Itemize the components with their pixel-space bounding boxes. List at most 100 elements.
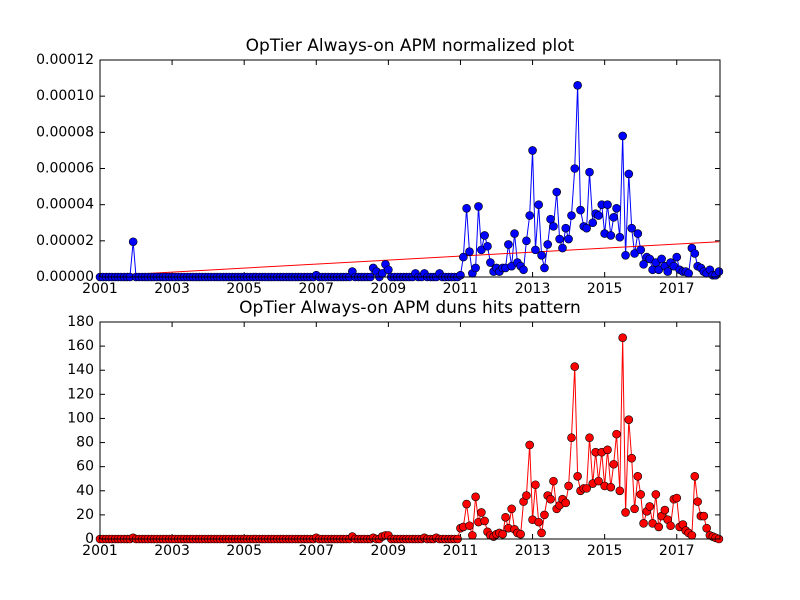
point (654, 522, 664, 532)
point (567, 211, 576, 220)
y-tick-label: 180 (67, 314, 94, 330)
point (534, 200, 543, 209)
point (480, 516, 489, 526)
point (651, 490, 661, 499)
point (486, 258, 495, 267)
point (522, 491, 531, 500)
point (684, 269, 693, 278)
point (645, 502, 655, 511)
point (462, 203, 471, 213)
point (633, 229, 643, 238)
point (546, 214, 555, 224)
y-tick-label: 0.00004 (36, 197, 94, 213)
y-tick-label: 20 (76, 507, 94, 523)
series-line (100, 337, 720, 539)
point (471, 263, 480, 273)
point (639, 260, 648, 269)
point (477, 508, 486, 517)
point (501, 512, 510, 522)
point (672, 252, 682, 262)
point (567, 433, 576, 443)
point (474, 202, 483, 211)
y-tick-label: 0.00002 (36, 233, 94, 249)
point (627, 223, 636, 233)
point (615, 486, 625, 496)
point (585, 433, 594, 443)
point (525, 211, 534, 220)
point (624, 415, 634, 424)
point (483, 241, 492, 251)
point (507, 504, 516, 514)
point (639, 519, 648, 528)
point (498, 529, 507, 539)
y-tick-label: 40 (76, 483, 94, 499)
point (552, 187, 562, 197)
point (528, 146, 537, 155)
point (564, 481, 573, 491)
point (594, 211, 603, 220)
point (621, 251, 630, 260)
point (690, 472, 700, 481)
point (570, 362, 580, 371)
x-tick-label: 2013 (515, 281, 551, 297)
y-tick-label: 120 (67, 386, 94, 402)
x-tick-label: 2017 (659, 543, 695, 559)
point (606, 231, 616, 240)
point (465, 247, 474, 256)
point (510, 229, 519, 238)
y-tick-label: 0.00010 (36, 88, 94, 104)
point (534, 517, 543, 527)
point (702, 523, 711, 533)
y-tick-label: 60 (76, 459, 94, 475)
point (714, 267, 724, 276)
point (561, 498, 571, 508)
point (582, 223, 591, 233)
axes-frame (99, 59, 721, 278)
point (699, 511, 709, 521)
x-tick-label: 2007 (298, 281, 334, 297)
y-tick-label: 140 (67, 362, 94, 378)
x-tick-label: 2005 (226, 543, 262, 559)
trend-line (100, 241, 719, 277)
point (525, 440, 534, 450)
point (690, 249, 700, 258)
point (459, 252, 468, 262)
point (537, 251, 546, 260)
point (543, 240, 552, 249)
point (549, 476, 558, 486)
x-tick-label: 2009 (371, 543, 407, 559)
point (585, 167, 594, 177)
point (576, 205, 585, 215)
point (522, 236, 531, 246)
point (594, 476, 603, 486)
x-tick-label: 2003 (154, 543, 190, 559)
point (624, 169, 634, 179)
point (540, 263, 549, 273)
point (456, 270, 465, 280)
point (537, 528, 546, 538)
point (660, 505, 670, 515)
point (564, 234, 573, 244)
point (582, 484, 591, 493)
point (621, 508, 630, 517)
point (540, 510, 549, 520)
x-tick-label: 2011 (443, 281, 479, 297)
x-tick-label: 2001 (82, 281, 118, 297)
x-tick-label: 2007 (298, 543, 334, 559)
x-tick-label: 2001 (82, 543, 118, 559)
point (687, 531, 697, 540)
x-tick-label: 2003 (154, 281, 190, 297)
point (471, 492, 480, 502)
x-tick-label: 2009 (371, 281, 407, 297)
y-tick-label: 0.00008 (36, 124, 94, 140)
point (612, 203, 621, 213)
y-tick-label: 0.00000 (36, 269, 94, 285)
point (462, 499, 471, 509)
chart-title: OpTier Always-on APM normalized plot (246, 36, 575, 56)
point (618, 333, 627, 342)
point (666, 521, 675, 531)
point (606, 482, 616, 492)
y-tick-label: 100 (67, 410, 94, 426)
point (672, 493, 682, 503)
